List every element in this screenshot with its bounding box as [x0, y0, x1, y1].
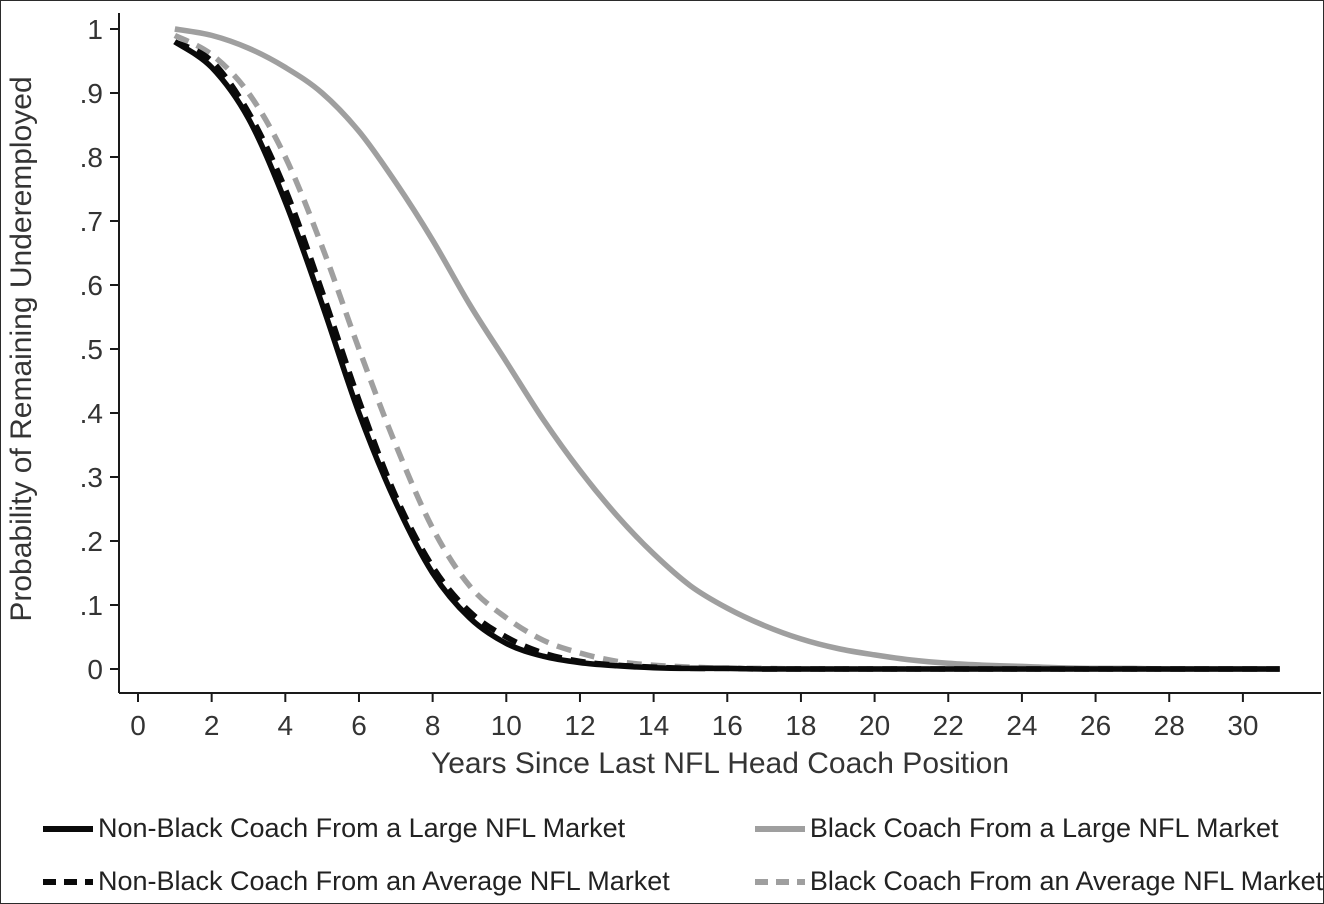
legend-swatch-solid-line: [43, 825, 93, 832]
legend-label: Non-Black Coach From an Average NFL Mark…: [98, 866, 670, 896]
x-tick-label: 22: [933, 710, 964, 741]
series-layer: [173, 26, 1280, 672]
y-tick-label: .6: [80, 270, 103, 301]
x-tick-label: 2: [204, 710, 220, 741]
series-line-solid-gray: [174, 26, 1280, 672]
legend-label: Black Coach From an Average NFL Market: [809, 866, 1324, 896]
legend-item: Black Coach From an Average NFL Market: [754, 866, 1324, 897]
y-tick-label: .7: [80, 206, 103, 237]
x-tick-label: 26: [1080, 710, 1111, 741]
x-axis-title: Years Since Last NFL Head Coach Position: [431, 747, 1009, 780]
x-tick-label: 14: [638, 710, 669, 741]
y-tick-label: .9: [80, 78, 103, 109]
y-tick-label: .3: [80, 462, 103, 493]
x-tick-label: 30: [1227, 710, 1258, 741]
y-tick-label: .1: [80, 590, 103, 621]
y-tick-label: .2: [80, 526, 103, 557]
x-tick-label: 10: [491, 710, 522, 741]
legend-label: Non-Black Coach From a Large NFL Market: [98, 813, 626, 843]
legend-item: Non-Black Coach From an Average NFL Mark…: [43, 866, 755, 897]
y-axis-title: Probability of Remaining Underemployed: [5, 76, 38, 621]
y-tick-label: .4: [80, 398, 103, 429]
legend-swatch-solid-line: [754, 825, 805, 832]
y-tick-label: 1: [87, 14, 103, 45]
axes-layer: 0.1.2.3.4.5.6.7.8.910 2 4 6 8 10 12 14 16 18 20 22 2…: [80, 13, 1321, 741]
y-tick-label: .5: [80, 334, 103, 365]
legend-label: Black Coach From a Large NFL Market: [809, 813, 1279, 843]
x-tick-label: 28: [1154, 710, 1185, 741]
x-tick-label: 4: [278, 710, 294, 741]
series-line-solid-black: [173, 39, 1280, 672]
y-tick-label: .8: [80, 142, 103, 173]
x-tick-label: 24: [1006, 710, 1037, 741]
legend-item: Non-Black Coach From a Large NFL Market: [43, 813, 755, 844]
x-tick-label: 16: [712, 710, 743, 741]
x-tick-label: 12: [564, 710, 595, 741]
x-tick-label: 18: [785, 710, 816, 741]
legend-swatch-dashed-line: [43, 878, 93, 885]
chart-legend: Non-Black Coach From a Large NFL Market B…: [43, 813, 1323, 897]
legend-item: Black Coach From a Large NFL Market: [754, 813, 1323, 844]
y-tick-label: 0: [87, 654, 103, 685]
x-tick-label: 20: [859, 710, 890, 741]
x-tick-label: 6: [351, 710, 367, 741]
series-line-dashed-black: [173, 39, 1280, 672]
x-tick-label: 0: [130, 710, 146, 741]
x-tick-label: 8: [425, 710, 441, 741]
legend-swatch-dashed-line: [754, 878, 805, 885]
plot-area: Probability of Remaining Underemployed Y…: [5, 13, 1321, 780]
